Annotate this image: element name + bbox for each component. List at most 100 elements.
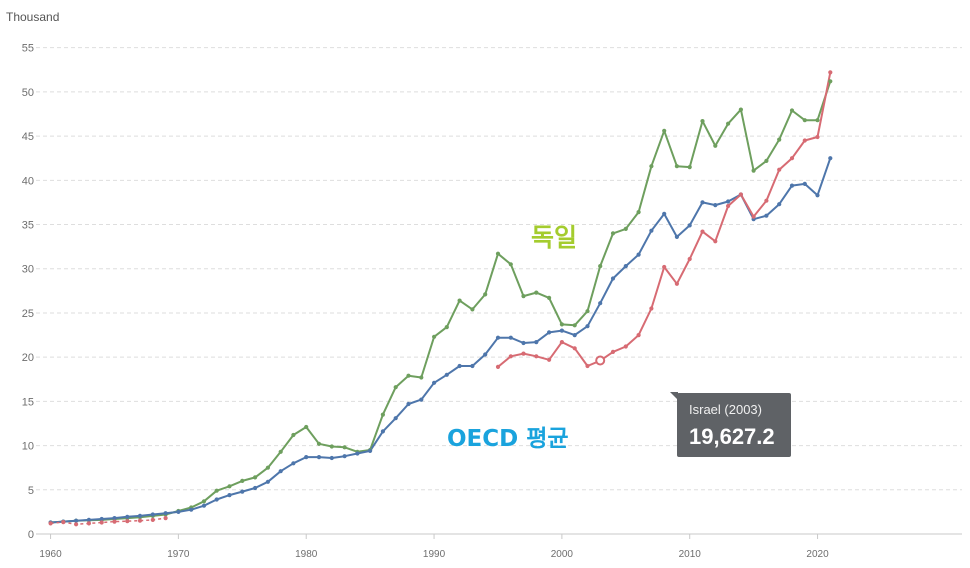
highlight-marker[interactable] — [595, 355, 606, 366]
data-point-oecd-average[interactable] — [393, 416, 398, 421]
data-point-germany[interactable] — [342, 445, 347, 450]
data-point-israel[interactable] — [764, 198, 769, 203]
data-point-israel[interactable] — [726, 203, 731, 209]
data-point-oecd-average[interactable] — [559, 328, 565, 333]
data-point-germany[interactable] — [610, 231, 616, 236]
data-point-oecd-average[interactable] — [214, 497, 219, 502]
data-point-germany[interactable] — [240, 478, 245, 483]
data-point-oecd-average[interactable] — [419, 397, 424, 402]
data-point-germany[interactable] — [457, 298, 462, 303]
data-point-israel[interactable] — [777, 167, 782, 172]
data-point-germany[interactable] — [304, 424, 309, 430]
data-point-germany[interactable] — [227, 484, 232, 489]
data-point-oecd-average[interactable] — [278, 469, 283, 474]
data-point-oecd-average[interactable] — [176, 509, 181, 514]
data-point-oecd-average[interactable] — [316, 455, 322, 460]
data-point-israel[interactable] — [61, 520, 66, 525]
data-point-oecd-average[interactable] — [150, 512, 155, 517]
data-point-israel[interactable] — [687, 256, 692, 262]
data-point-germany[interactable] — [623, 226, 628, 231]
data-point-oecd-average[interactable] — [802, 181, 807, 186]
data-point-germany[interactable] — [521, 294, 526, 299]
data-point-germany[interactable] — [265, 465, 270, 470]
data-point-oecd-average[interactable] — [444, 372, 449, 377]
data-point-oecd-average[interactable] — [304, 455, 309, 460]
data-point-israel[interactable] — [534, 354, 539, 359]
data-point-oecd-average[interactable] — [86, 517, 91, 523]
data-point-israel[interactable] — [649, 306, 654, 311]
data-point-germany[interactable] — [291, 432, 296, 438]
data-point-israel[interactable] — [495, 364, 501, 369]
data-point-oecd-average[interactable] — [777, 202, 782, 207]
data-point-oecd-average[interactable] — [726, 199, 731, 204]
data-point-oecd-average[interactable] — [380, 429, 385, 434]
data-point-israel[interactable] — [163, 516, 168, 521]
data-point-israel[interactable] — [137, 518, 143, 523]
data-point-germany[interactable] — [483, 292, 488, 297]
data-point-oecd-average[interactable] — [700, 200, 705, 205]
data-point-germany[interactable] — [495, 251, 501, 256]
data-point-oecd-average[interactable] — [789, 183, 795, 188]
data-point-oecd-average[interactable] — [534, 340, 539, 345]
data-point-oecd-average[interactable] — [470, 363, 475, 369]
data-point-oecd-average[interactable] — [406, 401, 411, 407]
data-point-germany[interactable] — [828, 79, 833, 84]
data-point-germany[interactable] — [598, 264, 603, 269]
data-point-israel[interactable] — [610, 349, 616, 354]
data-point-israel[interactable] — [828, 70, 833, 75]
data-point-israel[interactable] — [738, 192, 744, 197]
data-point-germany[interactable] — [393, 385, 398, 390]
data-point-oecd-average[interactable] — [828, 156, 833, 161]
data-point-oecd-average[interactable] — [137, 513, 143, 519]
data-point-germany[interactable] — [687, 165, 692, 170]
data-point-oecd-average[interactable] — [342, 454, 347, 459]
data-point-israel[interactable] — [572, 346, 577, 351]
data-point-oecd-average[interactable] — [355, 451, 360, 456]
data-point-germany[interactable] — [815, 118, 820, 123]
data-point-oecd-average[interactable] — [227, 493, 232, 498]
data-point-germany[interactable] — [432, 334, 437, 339]
data-point-oecd-average[interactable] — [764, 213, 769, 218]
data-point-oecd-average[interactable] — [815, 193, 820, 198]
data-point-oecd-average[interactable] — [163, 511, 168, 516]
data-point-israel[interactable] — [585, 363, 590, 369]
data-point-israel[interactable] — [48, 521, 53, 526]
data-point-germany[interactable] — [649, 164, 654, 169]
data-point-oecd-average[interactable] — [189, 507, 194, 512]
data-point-israel[interactable] — [636, 333, 641, 338]
data-point-germany[interactable] — [278, 449, 283, 454]
data-point-israel[interactable] — [508, 354, 513, 359]
data-point-oecd-average[interactable] — [687, 223, 692, 228]
data-point-oecd-average[interactable] — [636, 252, 641, 257]
data-point-israel[interactable] — [86, 521, 91, 526]
data-point-oecd-average[interactable] — [572, 333, 577, 338]
data-point-israel[interactable] — [700, 229, 705, 234]
data-point-israel[interactable] — [815, 134, 820, 140]
data-point-germany[interactable] — [751, 168, 756, 173]
data-point-germany[interactable] — [508, 262, 513, 267]
data-point-oecd-average[interactable] — [265, 479, 270, 484]
data-point-germany[interactable] — [534, 290, 539, 295]
data-point-germany[interactable] — [406, 373, 411, 378]
data-point-israel[interactable] — [547, 357, 552, 362]
data-point-oecd-average[interactable] — [291, 461, 296, 466]
data-point-germany[interactable] — [201, 499, 207, 504]
data-point-germany[interactable] — [713, 143, 718, 148]
data-point-germany[interactable] — [738, 107, 744, 112]
data-point-oecd-average[interactable] — [495, 335, 501, 340]
data-point-oecd-average[interactable] — [483, 352, 488, 357]
data-point-germany[interactable] — [470, 307, 475, 312]
data-point-germany[interactable] — [726, 121, 731, 126]
data-point-germany[interactable] — [789, 108, 795, 113]
data-point-oecd-average[interactable] — [240, 489, 245, 494]
data-point-oecd-average[interactable] — [329, 455, 334, 461]
data-point-israel[interactable] — [662, 264, 667, 270]
data-point-germany[interactable] — [547, 295, 552, 300]
data-point-oecd-average[interactable] — [368, 448, 373, 453]
data-point-germany[interactable] — [674, 164, 680, 169]
data-point-germany[interactable] — [572, 323, 577, 328]
data-point-germany[interactable] — [802, 118, 807, 123]
data-point-oecd-average[interactable] — [457, 363, 462, 369]
data-point-israel[interactable] — [150, 517, 155, 523]
data-point-oecd-average[interactable] — [432, 380, 437, 385]
